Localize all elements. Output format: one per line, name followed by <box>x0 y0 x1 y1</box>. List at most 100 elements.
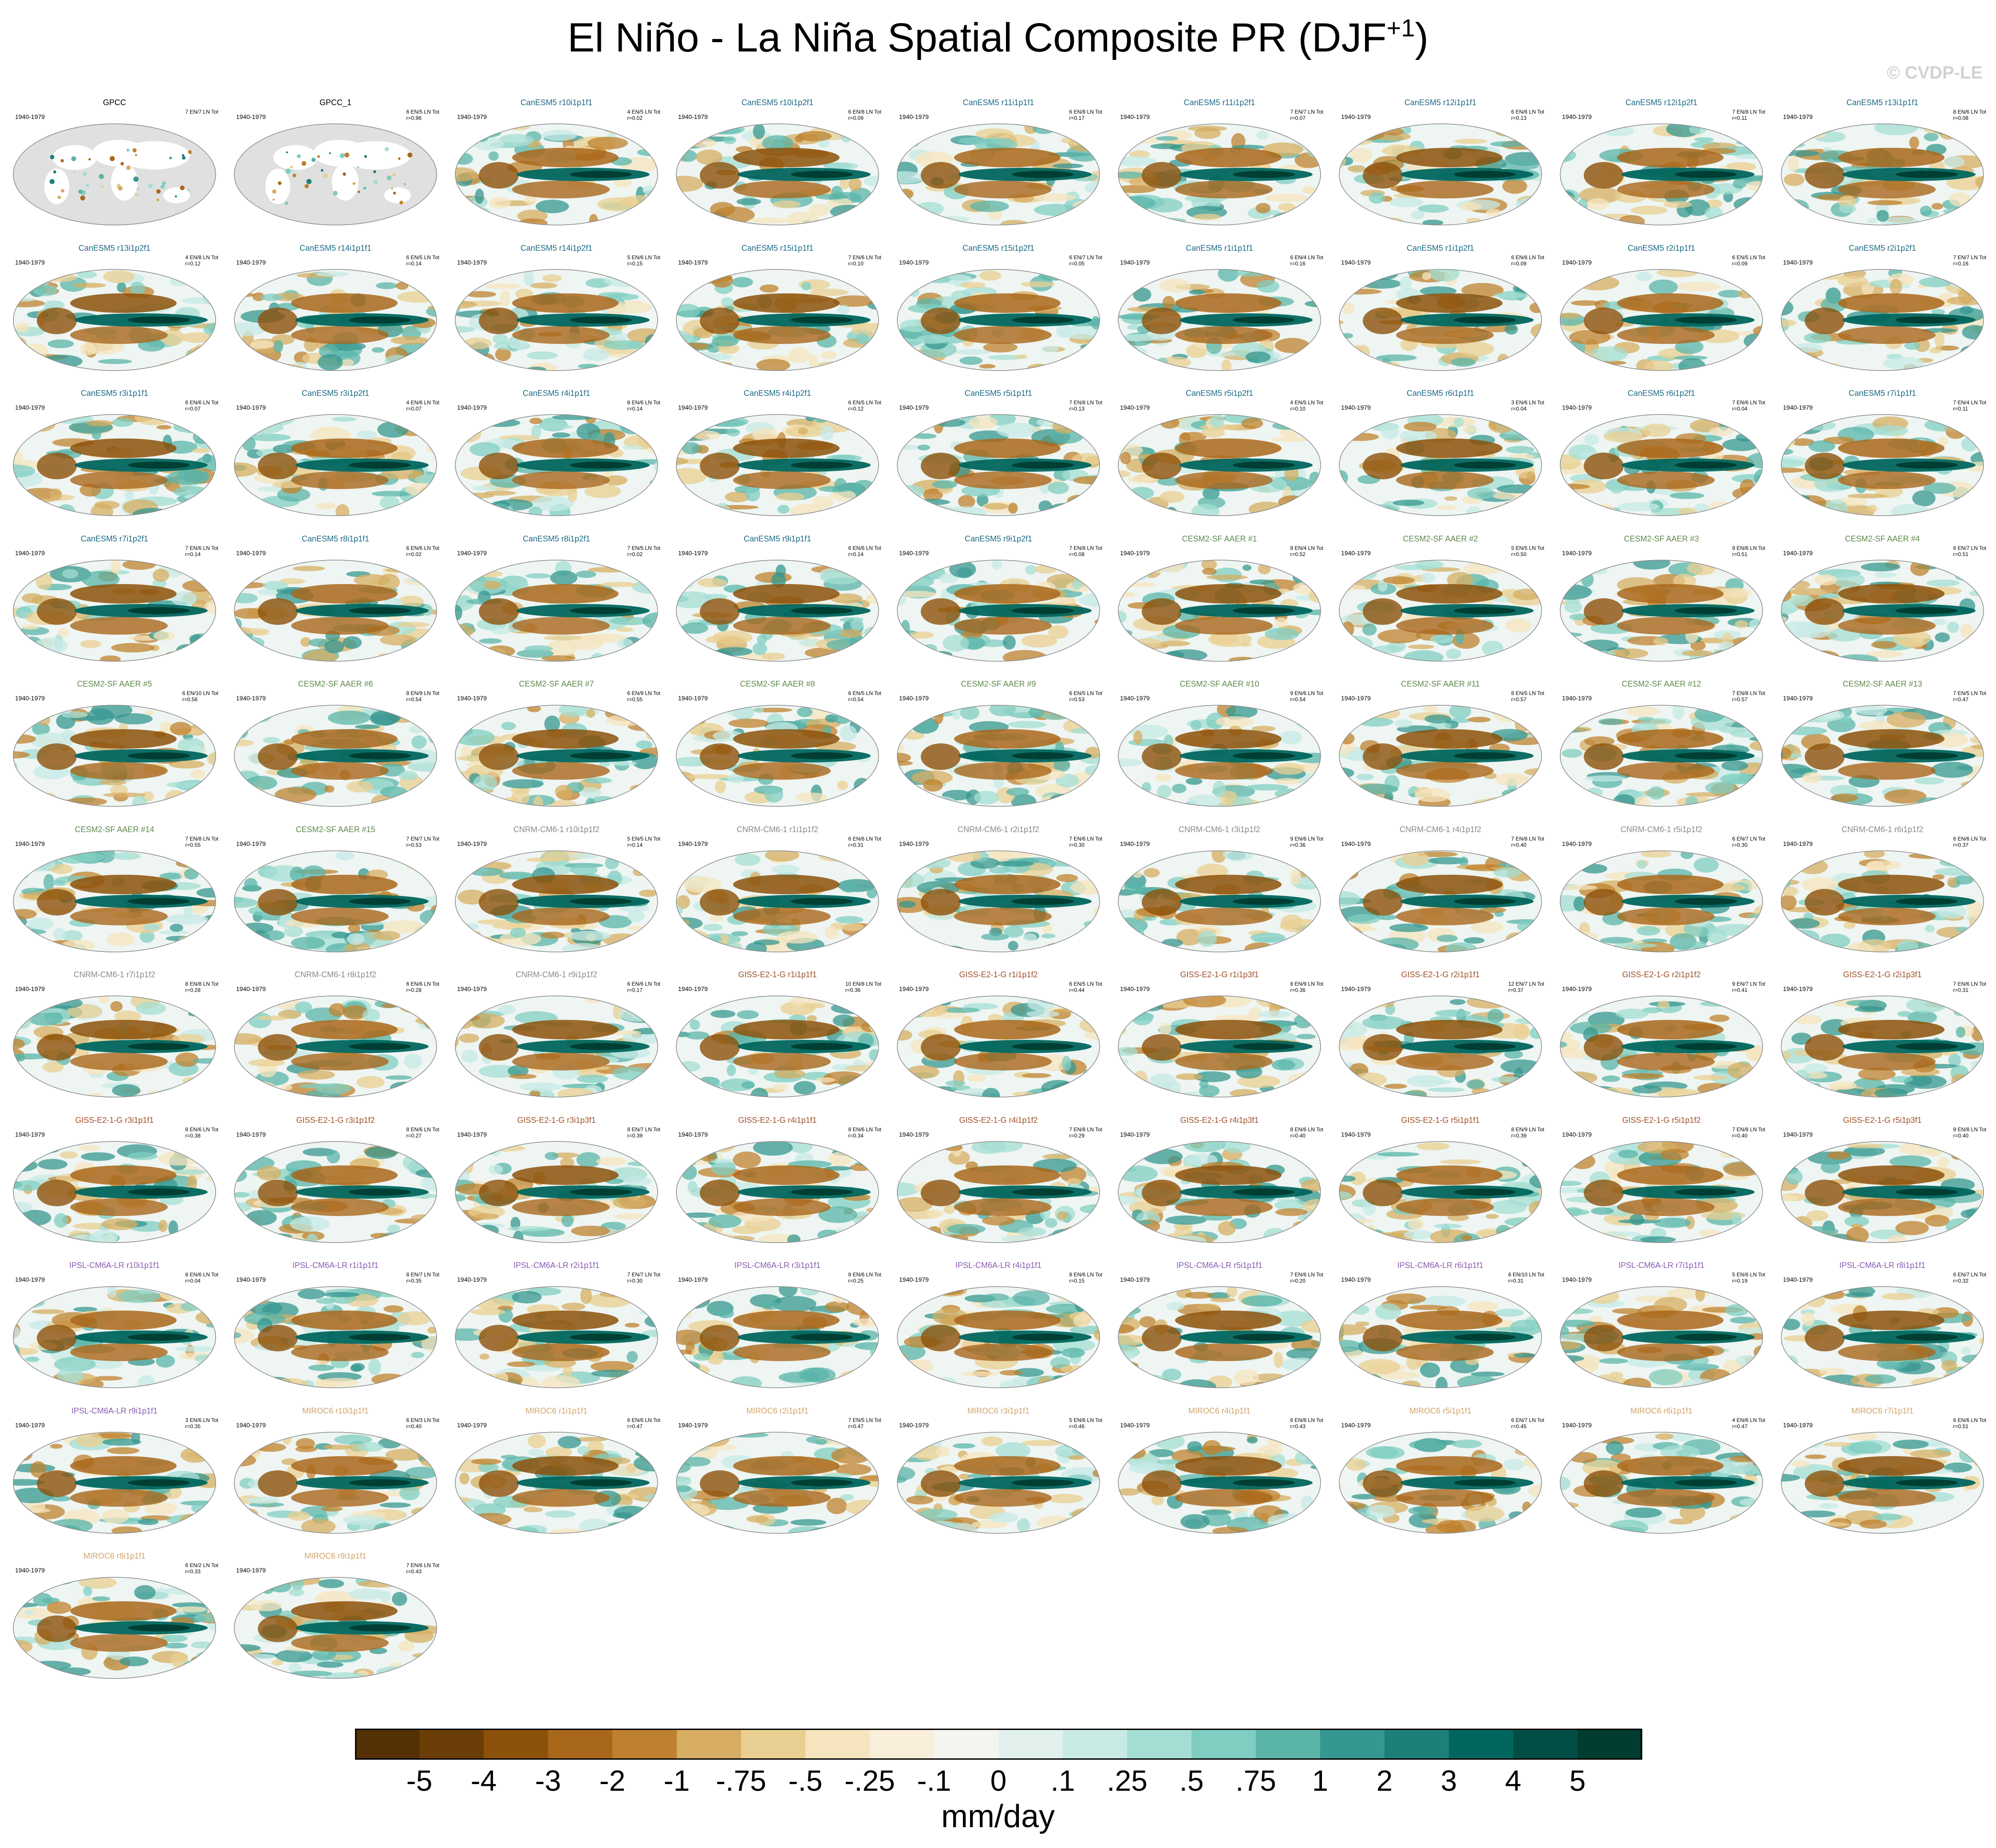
panel-stats: 10 EN/8 LN Tot r=0.36 <box>845 981 881 993</box>
event-counts: 6 EN/5 LN Tot <box>848 399 881 406</box>
composite-map <box>1560 1141 1763 1243</box>
composite-map <box>1118 123 1321 225</box>
pattern-correlation: r=0.45 <box>1511 1423 1527 1429</box>
panel-period: 1940-1979 <box>457 1421 487 1429</box>
pattern-correlation: r=0.04 <box>1732 406 1747 412</box>
colorbar-box <box>548 1729 613 1760</box>
map-panel: CESM2-SF AAER #7 1940-1979 6 EN/9 LN Tot r=… <box>450 672 663 807</box>
map-panel: IPSL-CM6A-LR r5i1p1f1 1940-1979 7 EN/6 LN … <box>1113 1254 1326 1388</box>
colorbar-box <box>934 1729 999 1760</box>
map-panel: IPSL-CM6A-LR r2i1p1f1 1940-1979 7 EN/7 LN … <box>450 1254 663 1388</box>
composite-map <box>13 850 216 952</box>
pattern-correlation: r=0.09 <box>1511 260 1527 267</box>
map-panel: CESM2-SF AAER #2 1940-1979 5 EN/5 LN Tot r=… <box>1334 527 1547 662</box>
event-counts: 7 EN/7 LN Tot <box>627 1271 660 1278</box>
map-panel: CESM2-SF AAER #15 1940-1979 7 EN/7 LN Tot r… <box>229 818 442 952</box>
map-panel: MIROC6 r1i1p1f1 1940-1979 6 EN/6 LN Tot r=0… <box>450 1399 663 1534</box>
pattern-correlation: r=0.09 <box>848 115 864 121</box>
pattern-correlation: r=0.14 <box>406 260 422 267</box>
composite-map <box>1560 559 1763 662</box>
pattern-correlation: r=0.54 <box>848 696 864 703</box>
panel-stats: 3 EN/6 LN Tot r=0.04 <box>1511 399 1544 412</box>
map-panel: CESM2-SF AAER #14 1940-1979 7 EN/8 LN Tot r… <box>8 818 221 952</box>
map-panel: GISS-E2-1-G r2i1p3f1 1940-1979 7 EN/6 LN T… <box>1776 963 1989 1098</box>
panel-period: 1940-1979 <box>1783 1276 1813 1283</box>
panel-title: CanESM5 r3i1p1f1 <box>80 389 149 398</box>
map-panel: CESM2-SF AAER #4 1940-1979 6 EN/7 LN Tot r=… <box>1776 527 1989 662</box>
panel-title: CNRM-CM6-1 r8i1p1f2 <box>294 970 377 979</box>
panel-period: 1940-1979 <box>1341 404 1371 411</box>
panel-title: CanESM5 r12i1p1f1 <box>1404 98 1477 107</box>
map-panel: GISS-E2-1-G r1i1p3f1 1940-1979 8 EN/9 LN T… <box>1113 963 1326 1098</box>
composite-map <box>1339 414 1542 516</box>
panel-period: 1940-1979 <box>236 985 266 992</box>
pattern-correlation: r=0.07 <box>185 406 201 412</box>
map-panel: CanESM5 r6i1p1f1 1940-1979 3 EN/6 LN Tot r=… <box>1334 382 1547 516</box>
composite-map <box>1560 995 1763 1098</box>
title-close: ) <box>1415 15 1429 60</box>
panel-title: GPCC_1 <box>319 98 352 107</box>
panel-title: CanESM5 r7i1p1f1 <box>1848 389 1917 398</box>
panel-period: 1940-1979 <box>1120 1421 1150 1429</box>
pattern-correlation: r=0.36 <box>1290 841 1306 848</box>
composite-map <box>1781 850 1984 952</box>
colorbar-box <box>1320 1729 1385 1760</box>
panel-title: GISS-E2-1-G r1i1p1f1 <box>738 970 817 979</box>
pattern-correlation: r=0.56 <box>182 696 198 703</box>
event-counts: 6 EN/6 LN Tot <box>1953 1417 1986 1423</box>
map-panel: IPSL-CM6A-LR r7i1p1f1 1940-1979 5 EN/6 LN … <box>1555 1254 1768 1388</box>
panel-title: CanESM5 r6i1p2f1 <box>1627 389 1696 398</box>
event-counts: 5 EN/5 LN Tot <box>1511 545 1544 551</box>
event-counts: 7 EN/8 LN Tot <box>1732 109 1765 115</box>
event-counts: 7 EN/7 LN Tot <box>406 835 439 842</box>
panel-title: CESM2-SF AAER #14 <box>75 825 154 834</box>
panel-stats: 7 EN/7 LN Tot <box>185 109 218 115</box>
map-panel: GISS-E2-1-G r2i1p1f1 1940-1979 12 EN/7 LN … <box>1334 963 1547 1098</box>
map-panel: CNRM-CM6-1 r4i1p1f2 1940-1979 7 EN/8 LN To… <box>1334 818 1547 952</box>
composite-map <box>1118 850 1321 952</box>
panel-period: 1940-1979 <box>236 1567 266 1574</box>
land-shape <box>44 169 69 204</box>
composite-map <box>13 1141 216 1243</box>
colorbar-tick-label: -.5 <box>788 1764 823 1797</box>
composite-map <box>1781 559 1984 662</box>
panel-period: 1940-1979 <box>457 1130 487 1138</box>
pattern-correlation: r=0.37 <box>1508 987 1524 993</box>
title-main: El Niño - La Niña Spatial Composite PR (… <box>567 15 1387 60</box>
panel-period: 1940-1979 <box>15 1421 45 1429</box>
panel-title: IPSL-CM6A-LR r10i1p1f1 <box>69 1261 160 1270</box>
panel-period: 1940-1979 <box>15 1130 45 1138</box>
composite-map <box>13 269 216 371</box>
composite-map <box>676 123 879 225</box>
map-panel: CanESM5 r9i1p2f1 1940-1979 7 EN/8 LN Tot r=… <box>892 527 1105 662</box>
event-counts: 6 EN/7 LN Tot <box>1511 1417 1544 1423</box>
map-panel: GISS-E2-1-G r1i1p1f1 1940-1979 10 EN/8 LN … <box>671 963 884 1098</box>
map-panel: MIROC6 r10i1p1f1 1940-1979 6 EN/3 LN Tot r=… <box>229 1399 442 1534</box>
event-counts: 4 EN/6 LN Tot <box>1732 1417 1765 1423</box>
panel-stats: 6 EN/5 LN Tot r=0.09 <box>1732 254 1765 267</box>
pattern-correlation: r=0.02 <box>406 551 422 557</box>
panel-title: CanESM5 r8i1p1f1 <box>301 534 370 543</box>
panel-stats: 8 EN/7 LN Tot r=0.39 <box>627 1126 660 1139</box>
colorbar-box <box>741 1729 806 1760</box>
event-counts: 7 EN/5 LN Tot <box>627 545 660 551</box>
pattern-correlation: r=0.47 <box>627 1423 643 1429</box>
pattern-correlation: r=0.53 <box>406 841 422 848</box>
event-counts: 7 EN/5 LN Tot <box>1953 690 1986 696</box>
land-shape <box>111 163 138 201</box>
panel-stats: 6 EN/6 LN Tot r=0.31 <box>848 836 881 848</box>
map-panel: CanESM5 r5i1p1f1 1940-1979 7 EN/8 LN Tot r=… <box>892 382 1105 516</box>
panel-period: 1940-1979 <box>1341 840 1371 847</box>
composite-map <box>1339 1286 1542 1388</box>
pattern-correlation: r=0.54 <box>1290 696 1306 703</box>
map-panel: CanESM5 r14i1p1f1 1940-1979 6 EN/5 LN Tot r… <box>229 237 442 371</box>
composite-map <box>13 414 216 516</box>
panel-stats: 7 EN/7 LN Tot r=0.07 <box>1290 109 1323 121</box>
colorbar-tick-label: 1 <box>1312 1764 1329 1797</box>
pattern-correlation: r=0.02 <box>627 551 643 557</box>
composite-map <box>234 1141 437 1243</box>
composite-map <box>1781 995 1984 1098</box>
colorbar-box <box>1063 1729 1128 1760</box>
panel-title: CESM2-SF AAER #1 <box>1182 534 1257 543</box>
event-counts: 8 EN/9 LN Tot <box>406 690 439 696</box>
